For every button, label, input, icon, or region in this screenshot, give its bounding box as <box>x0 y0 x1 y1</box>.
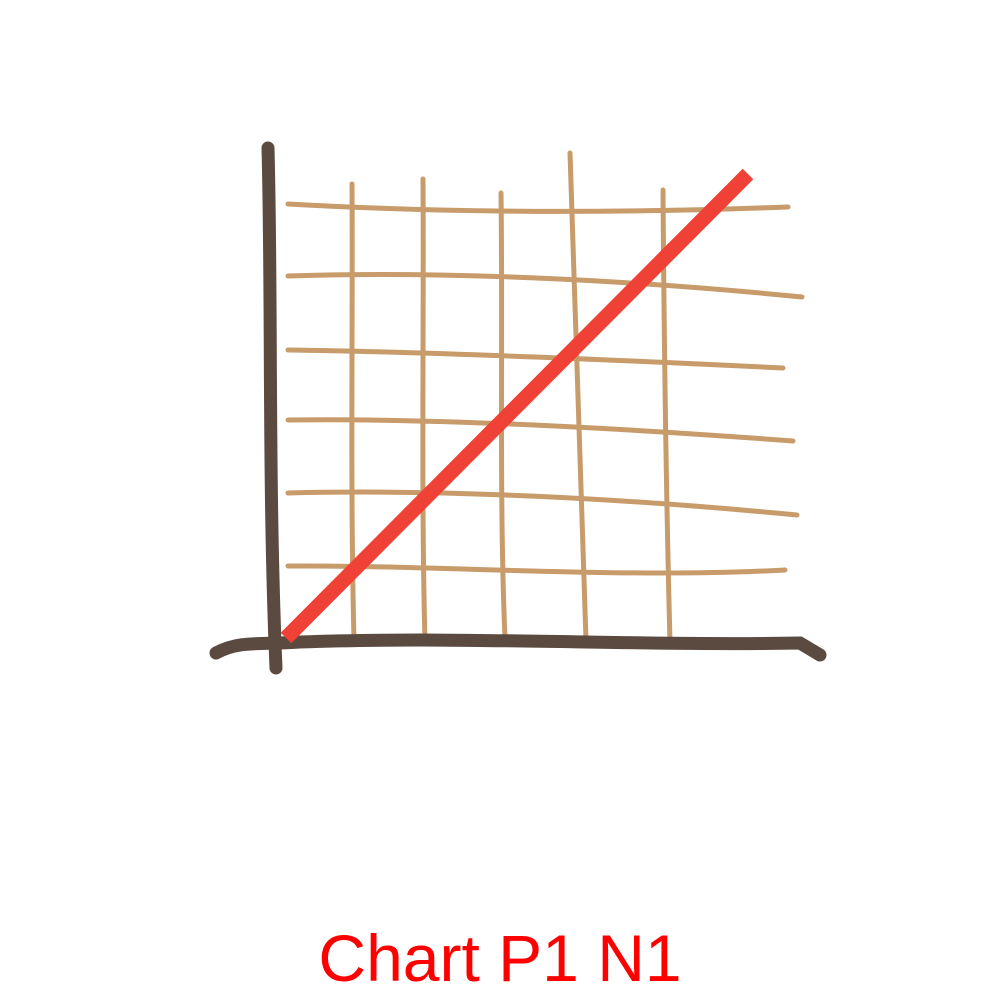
grid-line-horizontal <box>285 272 805 300</box>
grid-line-horizontal <box>285 417 796 444</box>
chart-caption: Chart P1 N1 <box>318 921 682 995</box>
axes <box>209 141 827 675</box>
grid-line-horizontal <box>285 489 800 518</box>
trend-line <box>280 168 754 644</box>
grid-line-vertical <box>420 176 428 645</box>
x-axis <box>209 633 827 662</box>
grid-line-horizontal <box>285 347 786 371</box>
grid-line-vertical <box>567 150 589 643</box>
y-axis <box>261 141 283 675</box>
